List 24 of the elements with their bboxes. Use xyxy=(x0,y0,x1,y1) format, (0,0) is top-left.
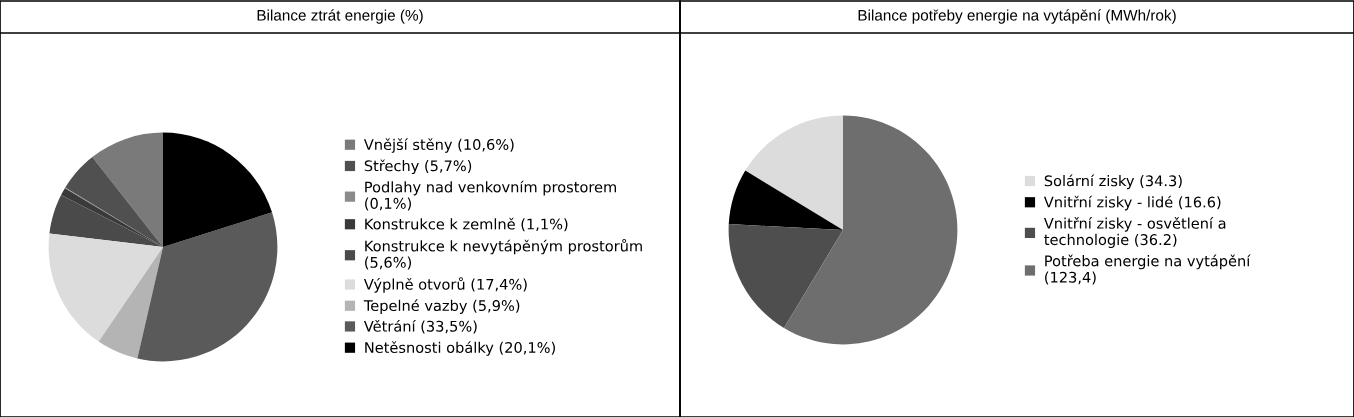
legend-label: Vnější stěny (10,6%) xyxy=(363,138,514,153)
pie-slice xyxy=(728,170,843,230)
pie-slice xyxy=(728,224,843,329)
pie-slice xyxy=(92,132,163,247)
legend-label: Vnitřní zisky - osvětlení a technologie (36.2) xyxy=(1043,216,1226,248)
legend-label: Potřeba energie na vytápění (123,4) xyxy=(1045,254,1251,285)
legend-label: Střechy (5,7%) xyxy=(364,159,472,175)
pie-slice xyxy=(745,115,843,230)
legend-label: Konstrukce k zemlně (1,1%) xyxy=(365,217,568,232)
chart-title: Bilance ztrát energie (%) xyxy=(257,9,423,24)
pie-slice xyxy=(163,132,273,247)
pie-slice xyxy=(784,115,958,345)
legend-label: Výplně otvorů (17,4%) xyxy=(363,277,527,293)
legend-label: Vnitřní zisky - lidé (16.6) xyxy=(1043,195,1221,211)
legend-label: Netěsnosti obálky (20,1%) xyxy=(365,341,555,356)
legend-label: Solární zisky (34.3) xyxy=(1044,174,1182,190)
legend-label: Konstrukce k nevytápěným prostorům (5,6%) xyxy=(365,238,642,270)
pie-slice xyxy=(48,233,163,342)
pie-slice xyxy=(137,212,278,362)
pie-slice xyxy=(98,247,163,359)
legend-label: Tepelné vazby (5,9%) xyxy=(363,299,520,314)
legend-label: Podlahy nad venkovním prostorem (0,1%) xyxy=(365,180,616,211)
chart-title: Bilance potřeby energie na vytápění (MWh/rok) xyxy=(858,9,1176,24)
legend-label: Větrání (33,5%) xyxy=(363,319,477,334)
